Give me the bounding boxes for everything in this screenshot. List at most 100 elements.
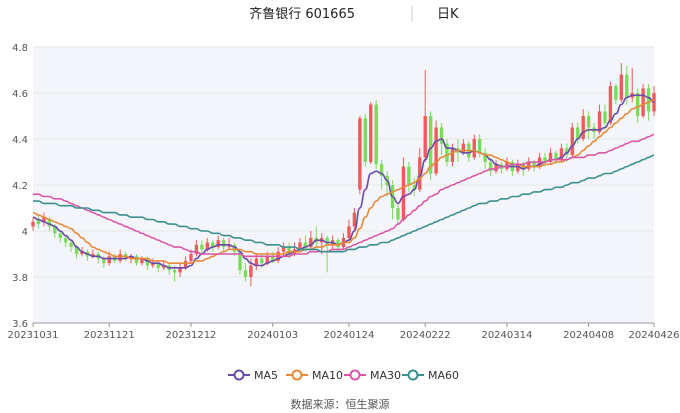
x-tick-label: 20240314 xyxy=(481,330,532,341)
x-axis: 20231031 20231121 20231212 20240103 20240124… xyxy=(8,322,679,341)
candle-body xyxy=(211,242,215,248)
candle-body xyxy=(619,74,624,100)
y-tick-label: 3.6 xyxy=(12,319,28,330)
candle-body xyxy=(565,148,569,156)
candle-body xyxy=(194,244,199,254)
candle-body xyxy=(287,247,291,254)
candle-body xyxy=(151,263,155,266)
candle xyxy=(434,120,438,176)
candle xyxy=(358,116,362,195)
candle xyxy=(227,237,231,250)
candle-body xyxy=(439,127,444,144)
legend-item-ma30[interactable]: MA30 xyxy=(344,369,401,382)
candle-body xyxy=(554,152,558,160)
candle xyxy=(581,109,585,142)
candle xyxy=(608,81,613,126)
candle-body xyxy=(172,270,177,273)
ma-line-ma60 xyxy=(32,154,655,253)
candle-body xyxy=(281,247,286,252)
y-tick-label: 4.4 xyxy=(12,135,28,146)
candle-body xyxy=(494,164,498,172)
candle-body xyxy=(488,162,493,172)
candle-body xyxy=(102,258,106,264)
legend-label: MA60 xyxy=(428,369,459,382)
candle xyxy=(527,157,531,172)
candle-body xyxy=(178,267,182,273)
legend-marker-icon xyxy=(349,369,361,381)
candle xyxy=(407,162,411,192)
candle-body xyxy=(423,116,427,158)
candle-body xyxy=(614,86,618,100)
candle-body xyxy=(74,247,79,254)
candle xyxy=(200,240,204,254)
candle-body xyxy=(232,244,237,252)
legend-marker-icon xyxy=(407,369,419,381)
candle-body xyxy=(63,237,68,243)
candle-body xyxy=(445,143,449,162)
candle-body xyxy=(118,254,122,261)
candle xyxy=(309,231,313,250)
candle xyxy=(194,240,199,257)
candle-body xyxy=(303,242,308,248)
candle-body xyxy=(576,127,580,139)
candle-body xyxy=(254,258,259,266)
candle-body xyxy=(140,258,144,264)
y-tick-label: 4.2 xyxy=(12,181,28,192)
candle-body xyxy=(298,242,302,250)
candle-body xyxy=(189,254,193,261)
legend-item-ma5[interactable]: MA5 xyxy=(228,369,278,382)
candle-body xyxy=(347,226,351,238)
candle-body xyxy=(603,111,607,123)
candlestick-series xyxy=(31,63,656,287)
candle xyxy=(347,219,351,241)
candle-body xyxy=(227,244,231,248)
candle-body xyxy=(336,240,340,248)
candle-body xyxy=(243,270,248,277)
candle xyxy=(548,148,553,165)
candle-body xyxy=(543,157,547,162)
candle-body xyxy=(134,256,139,264)
candle xyxy=(445,139,449,167)
candle-body xyxy=(47,219,52,227)
candle-body xyxy=(646,88,651,112)
candle-body xyxy=(36,219,41,225)
candle-body xyxy=(396,208,400,220)
y-tick-label: 4 xyxy=(22,227,28,238)
candle xyxy=(36,214,41,229)
legend-item-ma60[interactable]: MA60 xyxy=(402,369,459,382)
legend-item-ma10[interactable]: MA10 xyxy=(286,369,343,382)
candle-body xyxy=(625,74,629,98)
candle-body xyxy=(608,86,613,123)
candle-body xyxy=(238,251,242,271)
candle xyxy=(619,63,624,103)
candle-body xyxy=(80,251,84,254)
candle-body xyxy=(527,162,531,169)
candle-body xyxy=(641,88,645,116)
candle-body xyxy=(358,118,362,190)
y-tick-label: 4.8 xyxy=(12,43,28,54)
candle xyxy=(641,83,645,119)
candle-body xyxy=(374,104,378,165)
candle-body xyxy=(477,139,482,153)
candle-body xyxy=(270,256,275,261)
candle xyxy=(178,263,182,277)
candle-body xyxy=(597,111,602,133)
candle xyxy=(42,212,46,227)
legend-label: MA10 xyxy=(312,369,343,382)
candle-body xyxy=(434,127,438,174)
candle-body xyxy=(260,258,264,264)
candle xyxy=(58,231,62,243)
x-tick-label: 20240124 xyxy=(323,330,374,341)
candle-body xyxy=(156,263,160,268)
candle-body xyxy=(581,116,585,139)
candle-body xyxy=(145,258,150,266)
candle-body xyxy=(379,164,384,176)
legend-marker-icon xyxy=(233,369,245,381)
x-tick-label: 20240103 xyxy=(247,330,298,341)
candle-body xyxy=(472,139,476,158)
candle xyxy=(243,263,248,282)
candle-body xyxy=(216,240,220,248)
candle xyxy=(472,134,476,160)
candle xyxy=(505,157,509,172)
candle-body xyxy=(363,118,367,162)
